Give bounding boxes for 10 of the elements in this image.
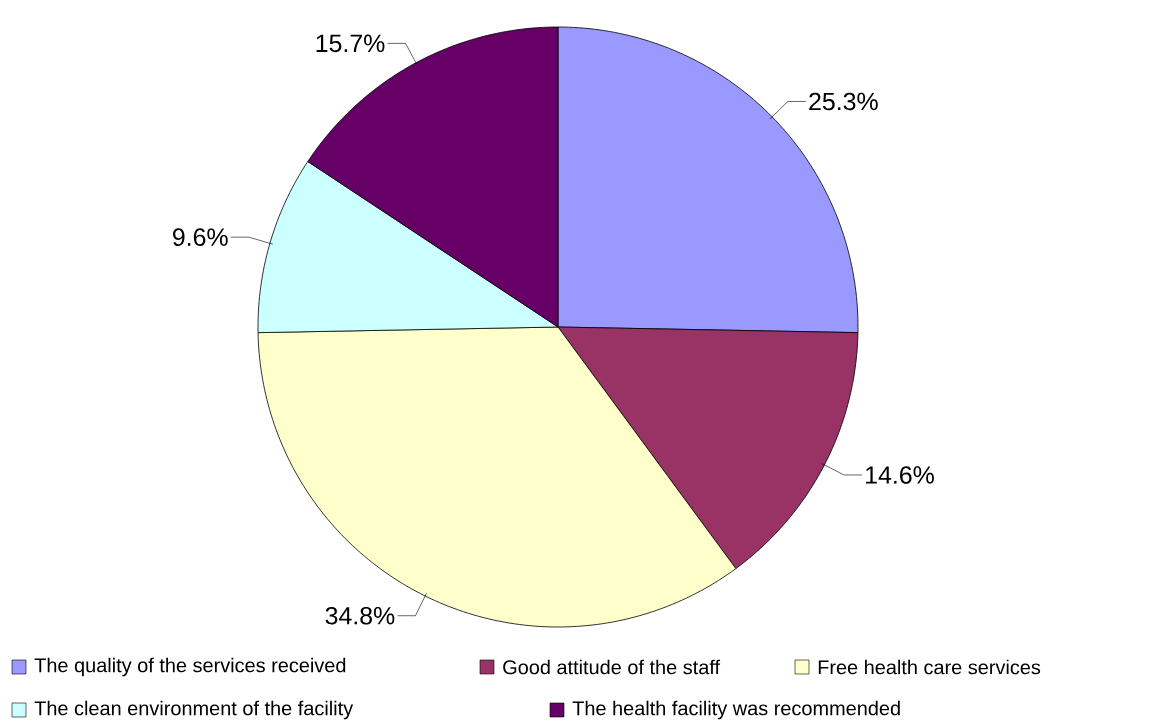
data-label: 34.8% — [325, 606, 395, 625]
legend-label: Free health care services — [818, 659, 1041, 675]
data-label: 14.6% — [866, 466, 934, 484]
legend-label: The health facility was recommended — [572, 700, 900, 720]
legend-label: The quality of the services received — [34, 657, 346, 677]
legend-label: The clean environment of the facility — [34, 700, 354, 720]
data-label: 9.6% — [172, 228, 228, 246]
data-label: 15.7% — [316, 34, 385, 53]
data-label: 25.3% — [809, 92, 878, 111]
legend-label: Good attitude of the staff — [503, 659, 721, 675]
